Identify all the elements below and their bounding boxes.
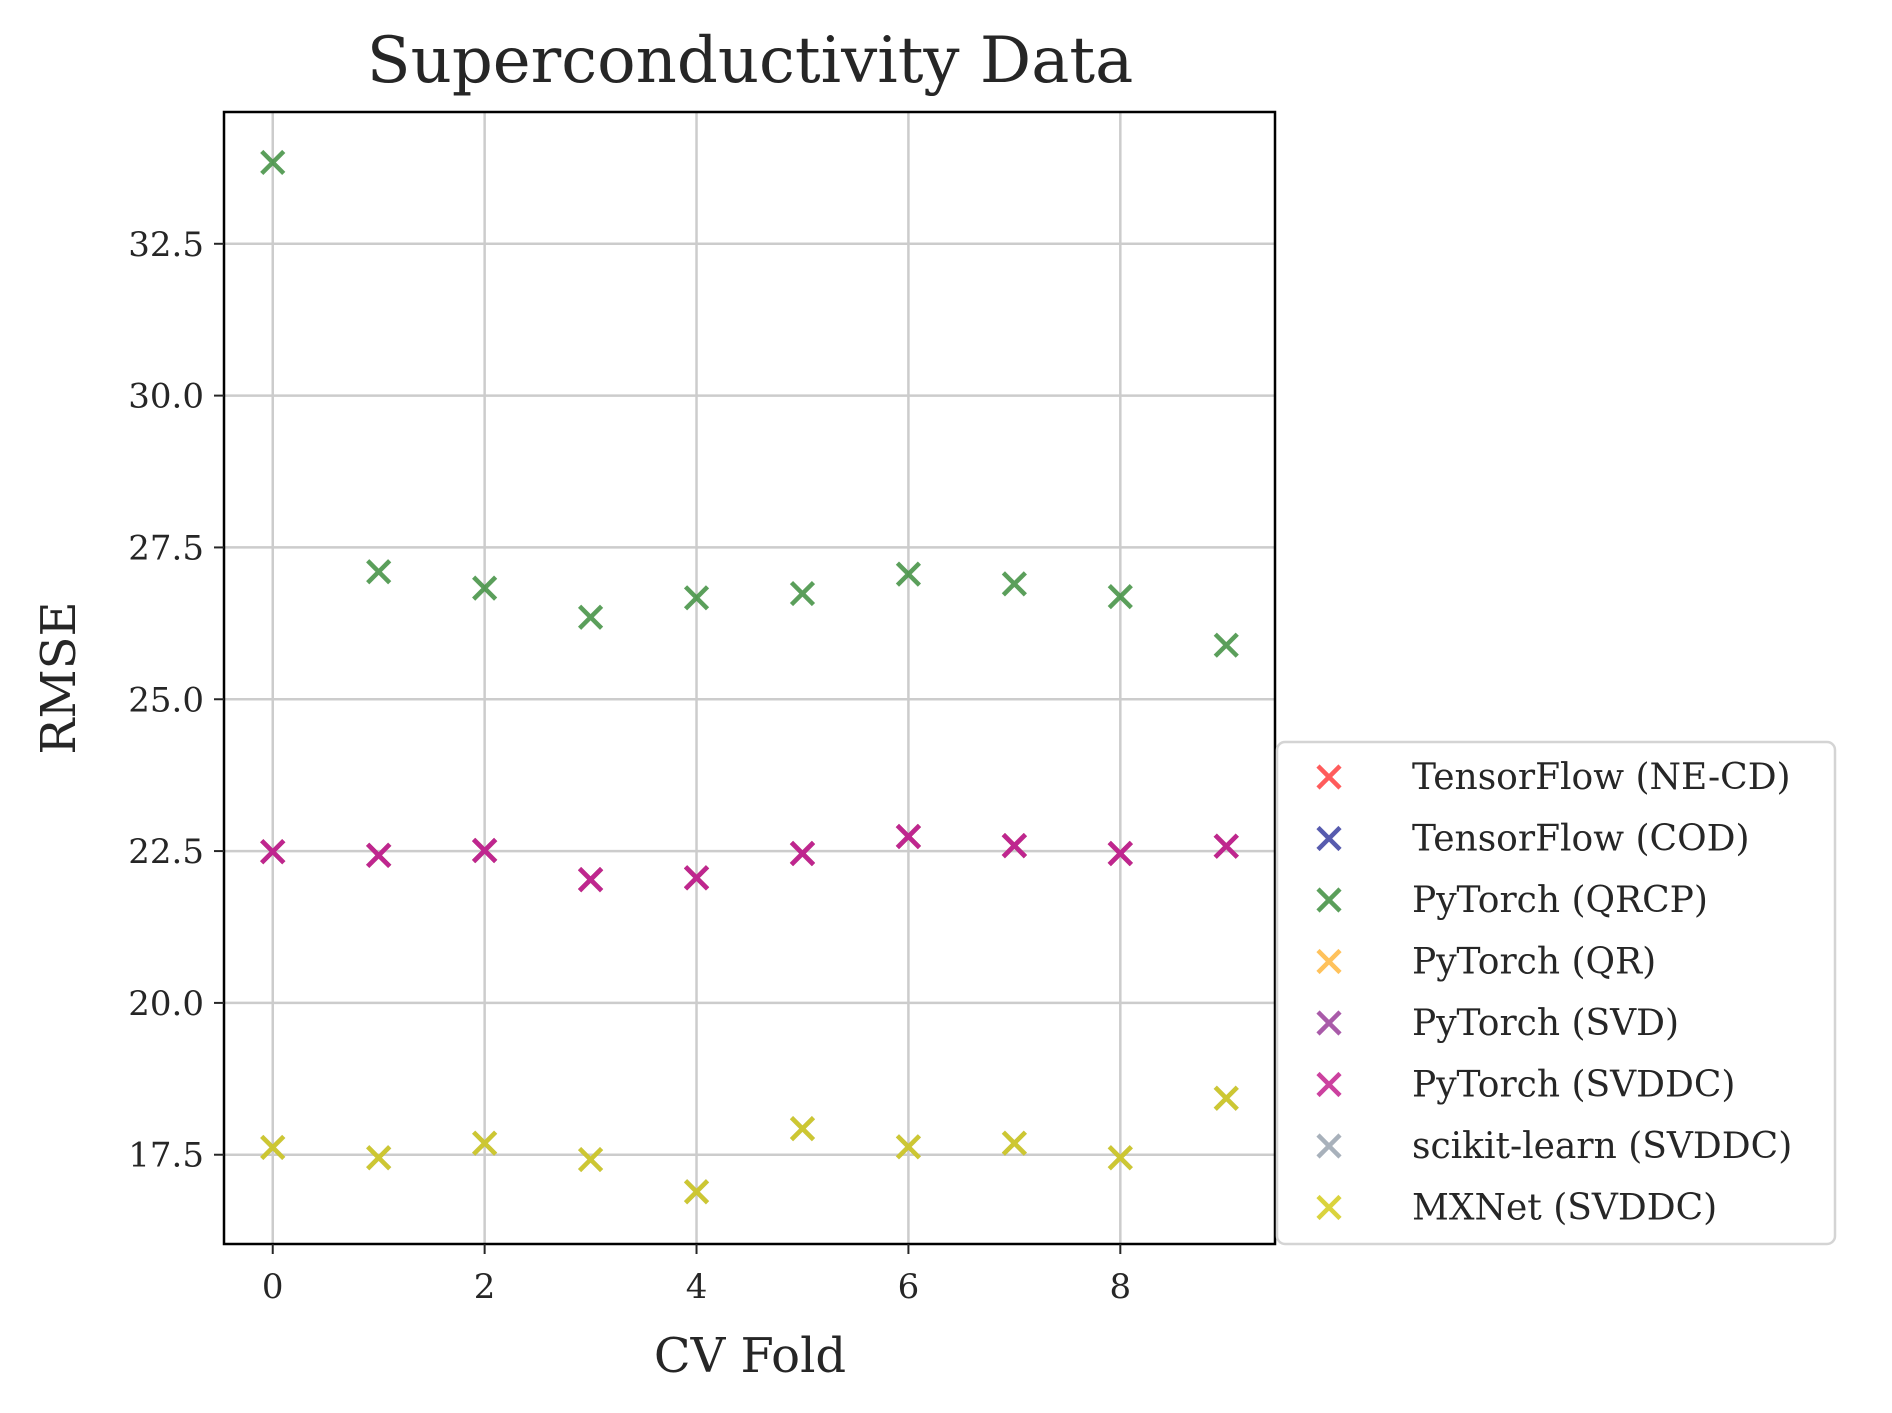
legend-box: [1275, 740, 1837, 1246]
data-point: [472, 575, 498, 601]
legend-item: TensorFlow (COD): [1316, 819, 1750, 860]
data-point: [895, 1134, 922, 1160]
y-tick-label: 22.5: [128, 832, 204, 872]
legend-marker: [1316, 764, 1342, 790]
x-tick-label: 2: [474, 1267, 496, 1307]
legend-item: PyTorch (QR): [1316, 942, 1656, 983]
legend-label: PyTorch (QR): [1412, 942, 1656, 983]
data-point: [789, 1116, 816, 1142]
x-tick-label: 0: [262, 1267, 284, 1307]
legend-marker: [1316, 948, 1342, 975]
x-tick-label: 8: [1109, 1267, 1131, 1307]
data-point: [366, 559, 392, 585]
legend-marker: [1316, 825, 1342, 852]
series-2: [260, 149, 1239, 658]
legend-label: PyTorch (QRCP): [1412, 880, 1708, 921]
legend-marker: [1316, 1010, 1342, 1036]
data-point: [260, 149, 286, 175]
data-point: [1107, 840, 1133, 867]
legend-label: MXNet (SVDDC): [1412, 1188, 1717, 1229]
data-point: [789, 580, 816, 607]
x-tick-label: 6: [898, 1267, 920, 1307]
y-tick-label: 27.5: [128, 528, 204, 568]
legend-label: scikit-learn (SVDDC): [1412, 1126, 1792, 1167]
data-point: [683, 865, 710, 891]
y-tick-label: 30.0: [128, 377, 204, 417]
legend-item: PyTorch (QRCP): [1316, 880, 1708, 921]
grid-lines: [224, 112, 1275, 1244]
legend-label: TensorFlow (NE-CD): [1412, 757, 1791, 798]
legend-label: TensorFlow (COD): [1412, 819, 1750, 860]
legend-marker: [1316, 1071, 1342, 1098]
legend-item: scikit-learn (SVDDC): [1316, 1126, 1792, 1167]
chart-title: Superconductivity Data: [367, 24, 1134, 98]
legend-marker: [1316, 1194, 1342, 1221]
legend: TensorFlow (NE-CD) TensorFlow (COD) PyTorc…: [1275, 740, 1837, 1246]
data-point: [366, 842, 392, 868]
data-point: [260, 1134, 286, 1161]
legend-item: MXNet (SVDDC): [1316, 1188, 1717, 1229]
data-point: [577, 1146, 604, 1173]
legend-marker: [1316, 1133, 1342, 1159]
data-point: [1107, 1145, 1133, 1171]
series-5: [260, 823, 1239, 893]
data-point: [895, 823, 922, 850]
y-axis-label: RMSE: [31, 601, 87, 754]
data-point: [472, 1130, 498, 1156]
data-marks: [260, 149, 1239, 1205]
data-point: [366, 1145, 392, 1171]
data-point: [577, 604, 604, 630]
plot-frame: [222, 110, 1277, 1246]
legend-marker: [1316, 887, 1342, 913]
y-tick-label: 17.5: [128, 1136, 204, 1176]
data-point: [1213, 833, 1239, 859]
data-point: [683, 1179, 710, 1205]
data-point: [789, 840, 816, 867]
y-tick-label: 25.0: [128, 680, 204, 720]
legend-label: PyTorch (SVDDC): [1412, 1065, 1735, 1106]
x-axis-label: CV Fold: [654, 1328, 846, 1384]
data-point: [1001, 571, 1027, 597]
legend-label: PyTorch (SVD): [1412, 1003, 1679, 1044]
legend-item: PyTorch (SVDDC): [1316, 1065, 1735, 1106]
data-point: [895, 561, 922, 587]
data-point: [683, 585, 710, 611]
data-point: [577, 867, 604, 893]
y-tick-label: 32.5: [128, 225, 204, 265]
data-point: [1107, 584, 1133, 610]
series-7: [260, 1085, 1239, 1205]
data-point: [260, 839, 286, 865]
legend-item: TensorFlow (NE-CD): [1316, 757, 1791, 798]
data-point: [1001, 833, 1027, 859]
x-tick-label: 4: [686, 1267, 708, 1307]
axis-ticks: 0 2 4 6 8 17.5 20.0 22.5 25.0 27.5 30.0 32.5: [128, 225, 1131, 1307]
legend-item: PyTorch (SVD): [1316, 1003, 1679, 1044]
y-tick-label: 20.0: [128, 984, 204, 1024]
data-point: [1001, 1130, 1027, 1156]
data-point: [472, 837, 498, 864]
data-point: [1213, 1085, 1239, 1111]
data-point: [1213, 632, 1239, 658]
